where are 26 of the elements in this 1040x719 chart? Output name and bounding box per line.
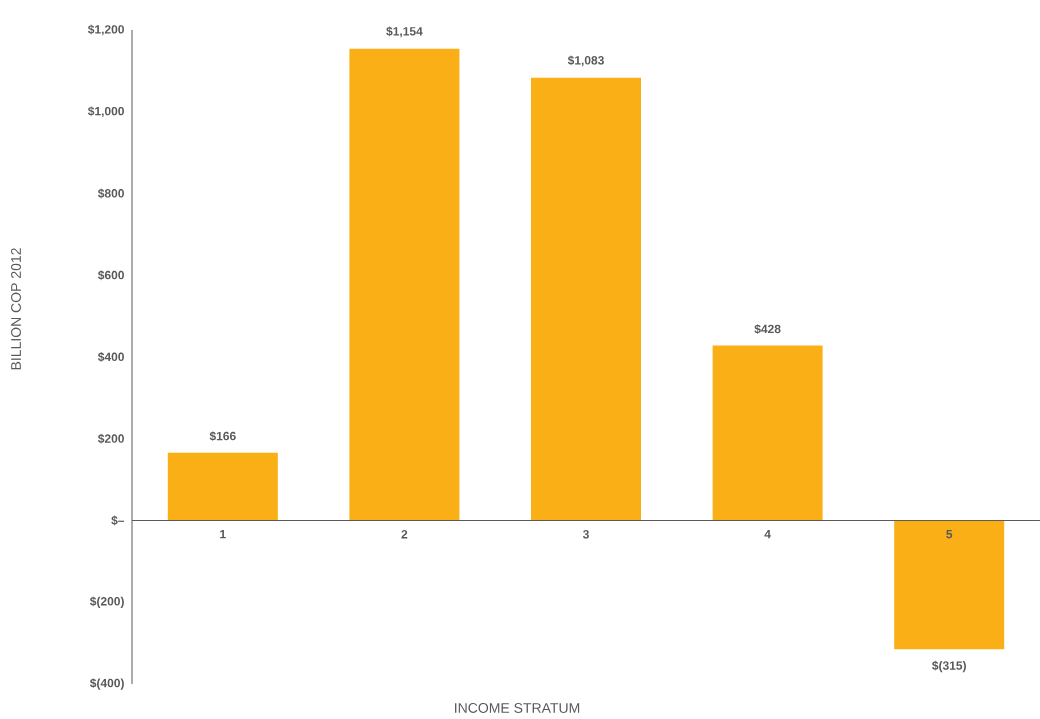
data-label: $(315) xyxy=(932,660,966,673)
data-label: $1,083 xyxy=(567,55,604,67)
y-tick-label: $1,200 xyxy=(87,24,124,36)
x-tick-label: 1 xyxy=(220,530,226,539)
bar xyxy=(167,452,278,521)
bar xyxy=(712,345,823,521)
bar xyxy=(894,520,1005,650)
data-label: $166 xyxy=(209,431,236,442)
x-tick-label: 4 xyxy=(764,530,771,539)
y-tick-label: $(400) xyxy=(89,678,124,690)
y-tick-label: $1,000 xyxy=(87,106,124,118)
y-tick-label: $(200) xyxy=(89,596,124,608)
y-tick-label: $400 xyxy=(97,352,124,362)
x-tick-label: 5 xyxy=(946,530,953,539)
x-tick-label: 2 xyxy=(401,530,408,539)
x-tick-label: 3 xyxy=(582,530,589,539)
bar xyxy=(349,48,460,521)
y-tick-label: $600 xyxy=(97,270,124,281)
data-label: $428 xyxy=(754,324,781,335)
y-tick-label: $200 xyxy=(97,433,124,444)
y-tick-label: $– xyxy=(111,515,125,526)
x-axis-title: INCOME STRATUM xyxy=(455,703,580,713)
y-tick-label: $800 xyxy=(97,188,124,199)
bar xyxy=(531,77,642,521)
y-axis-title: BILLION COP 2012 xyxy=(11,248,21,370)
data-label: $1,154 xyxy=(386,26,423,38)
